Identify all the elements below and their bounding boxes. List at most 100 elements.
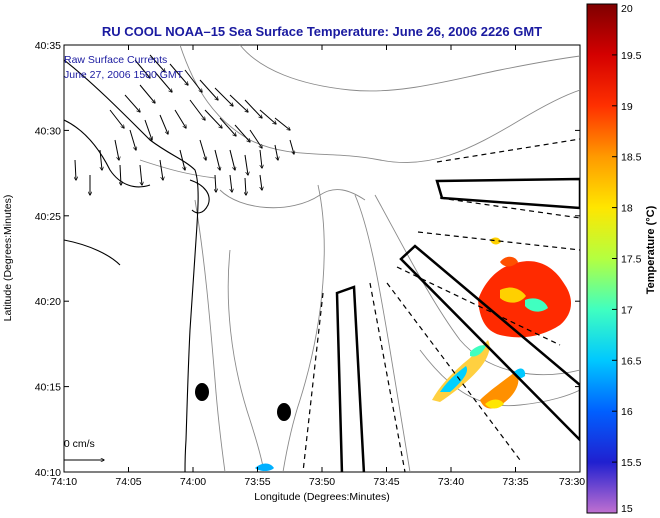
current-vector bbox=[199, 79, 218, 100]
colorbar-ticks: 20 19.5 19 18.5 18 17.5 17 16.5 16 15.5 15 bbox=[612, 3, 642, 515]
x-tick-label: 73:55 bbox=[244, 476, 270, 488]
dashed-line bbox=[436, 138, 580, 163]
current-vector bbox=[174, 109, 186, 128]
dashed-line bbox=[386, 282, 521, 461]
current-vector bbox=[75, 159, 76, 180]
coastline-path bbox=[64, 239, 121, 266]
current-vector bbox=[199, 139, 206, 160]
x-axis-label: Longitude (Degrees:Minutes) bbox=[254, 491, 389, 503]
current-vector bbox=[259, 109, 276, 124]
overlay-line-1: Raw Surface Currents bbox=[64, 54, 167, 66]
contour-line bbox=[227, 249, 265, 472]
sst-patch-cool bbox=[470, 345, 486, 357]
x-tick-label: 74:05 bbox=[115, 476, 141, 488]
colorbar-tick-label: 19 bbox=[621, 101, 633, 113]
x-tick-label: 73:35 bbox=[502, 476, 528, 488]
coastline-path bbox=[64, 119, 151, 188]
current-vector bbox=[179, 149, 185, 170]
sampling-polygon bbox=[399, 244, 580, 442]
range-dashed-lines bbox=[302, 138, 580, 472]
map-layer: Raw Surface Currents June 27, 2006 1500 … bbox=[58, 45, 580, 472]
current-vector bbox=[144, 119, 152, 140]
coastline bbox=[64, 59, 210, 472]
colorbar-tick-label: 17 bbox=[621, 304, 633, 316]
current-vector bbox=[189, 99, 205, 120]
y-axis-label: Latitude (Degrees:Minutes) bbox=[2, 195, 14, 322]
contour-line bbox=[179, 45, 580, 164]
current-vector bbox=[289, 139, 294, 154]
scale-vector-label: 50 cm/s bbox=[58, 438, 95, 450]
current-vector bbox=[159, 159, 163, 180]
current-vector bbox=[149, 54, 165, 72]
current-vector bbox=[120, 164, 121, 185]
current-vectors bbox=[75, 54, 294, 195]
current-vector bbox=[129, 129, 136, 150]
contour-line bbox=[374, 194, 580, 375]
x-tick-label: 74:00 bbox=[180, 476, 206, 488]
coastline-path bbox=[189, 179, 210, 214]
x-tick-label: 73:40 bbox=[438, 476, 464, 488]
current-vector bbox=[274, 117, 290, 130]
dashed-line bbox=[396, 266, 561, 346]
bathymetry-contours bbox=[139, 45, 580, 472]
current-vector bbox=[114, 139, 119, 160]
sst-patch-cool bbox=[525, 298, 548, 312]
colorbar-tick-label: 16.5 bbox=[621, 355, 642, 367]
dashed-line bbox=[417, 231, 580, 251]
contour-line bbox=[139, 159, 216, 179]
x-tick-label: 73:30 bbox=[559, 476, 585, 488]
sampling-polygon bbox=[335, 285, 366, 472]
sampling-polygon bbox=[435, 177, 580, 210]
current-vector bbox=[214, 149, 220, 170]
sst-patch-warm bbox=[490, 237, 501, 245]
colorbar bbox=[586, 3, 618, 514]
dashed-line bbox=[439, 197, 580, 219]
current-vector bbox=[154, 71, 172, 92]
dashed-line bbox=[302, 292, 324, 472]
colorbar-tick-label: 20 bbox=[621, 3, 633, 15]
current-vector bbox=[259, 149, 262, 168]
contour-line bbox=[239, 45, 580, 92]
colorbar-tick-label: 17.5 bbox=[621, 254, 642, 266]
station-marker bbox=[277, 403, 291, 421]
y-tick-label: 40:35 bbox=[35, 40, 61, 52]
current-vector bbox=[139, 84, 155, 103]
contour-line bbox=[419, 349, 580, 407]
colorbar-tick-label: 18 bbox=[621, 203, 633, 215]
figure-title: RU COOL NOAA–15 Sea Surface Temperature:… bbox=[102, 24, 542, 39]
y-tick-label: 40:30 bbox=[35, 125, 61, 137]
current-vector bbox=[274, 144, 278, 160]
current-vector bbox=[139, 164, 142, 185]
current-vector bbox=[169, 63, 188, 85]
current-vector bbox=[229, 149, 235, 170]
contour-line bbox=[219, 189, 366, 209]
sst-patch-mixed bbox=[480, 372, 519, 409]
colorbar-tick-label: 19.5 bbox=[621, 50, 642, 62]
colorbar-tick-label: 18.5 bbox=[621, 152, 642, 164]
sst-patch-warm bbox=[500, 287, 526, 303]
colorbar-tick-label: 16 bbox=[621, 406, 633, 418]
y-tick-label: 40:15 bbox=[35, 382, 61, 394]
y-axis-ticks: 40:35 40:30 40:25 40:20 40:15 40:10 bbox=[35, 40, 580, 479]
contour-line bbox=[194, 199, 226, 472]
colorbar-tick-label: 15.5 bbox=[621, 457, 642, 469]
current-vector bbox=[234, 124, 250, 142]
colorbar-label: Temperature (°C) bbox=[645, 205, 657, 294]
colorbar-tick-label: 15 bbox=[621, 503, 633, 515]
y-tick-label: 40:25 bbox=[35, 211, 61, 223]
current-vector bbox=[134, 59, 150, 78]
current-vector bbox=[229, 94, 248, 112]
current-vector bbox=[204, 109, 222, 128]
contour-line bbox=[354, 194, 411, 472]
sst-patch-mixed bbox=[485, 399, 504, 409]
current-vector bbox=[124, 94, 140, 112]
x-tick-label: 73:45 bbox=[373, 476, 399, 488]
sst-patch-cool bbox=[255, 463, 274, 471]
current-vector bbox=[109, 109, 124, 128]
current-vector bbox=[259, 174, 262, 190]
current-vector bbox=[219, 117, 236, 136]
current-vector bbox=[249, 129, 262, 148]
x-tick-label: 73:50 bbox=[309, 476, 335, 488]
plot-area bbox=[63, 44, 581, 473]
current-vector bbox=[159, 114, 168, 134]
